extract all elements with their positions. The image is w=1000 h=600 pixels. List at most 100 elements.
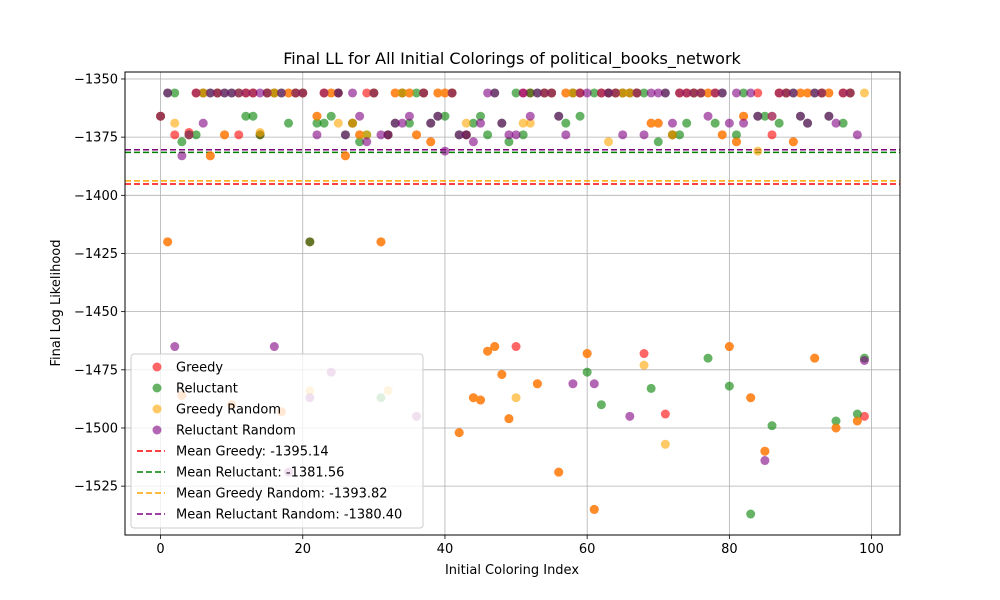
data-point <box>340 151 350 161</box>
data-point <box>177 151 187 161</box>
data-point <box>682 118 692 128</box>
data-point <box>639 130 649 140</box>
data-point <box>753 88 763 98</box>
data-point <box>646 88 656 98</box>
x-tick-label: 20 <box>294 542 311 557</box>
data-point <box>483 88 493 98</box>
plot-frame <box>124 71 901 536</box>
y-tick-label: −1375 <box>74 131 118 146</box>
data-point <box>859 356 869 366</box>
data-point <box>440 88 450 98</box>
data-point <box>412 88 422 98</box>
data-point <box>675 88 685 98</box>
data-point <box>504 130 514 140</box>
data-point <box>369 88 379 98</box>
data-point <box>653 137 663 147</box>
data-point <box>511 130 521 140</box>
data-point <box>461 118 471 128</box>
data-point <box>717 88 727 98</box>
data-point <box>518 88 528 98</box>
data-point <box>319 88 329 98</box>
data-point <box>724 118 734 128</box>
data-point <box>795 111 805 121</box>
data-point <box>632 88 642 98</box>
data-point <box>397 88 407 98</box>
x-tick-label: 100 <box>859 542 884 557</box>
y-tick-label: −1525 <box>74 480 118 495</box>
data-point <box>561 118 571 128</box>
y-tick-label: −1450 <box>74 305 118 320</box>
legend-marker <box>152 362 162 372</box>
data-point <box>348 88 358 98</box>
data-point <box>625 88 635 98</box>
data-point <box>831 423 841 433</box>
y-tick-label: −1500 <box>74 421 118 436</box>
data-point <box>440 146 450 156</box>
data-points <box>156 88 869 519</box>
y-tick-label: −1350 <box>74 72 118 87</box>
y-tick-label: −1475 <box>74 363 118 378</box>
data-point <box>767 130 777 140</box>
data-point <box>191 88 201 98</box>
data-point <box>205 151 215 161</box>
data-point <box>476 395 486 405</box>
data-point <box>255 127 265 137</box>
data-point <box>731 137 741 147</box>
data-point <box>198 118 208 128</box>
data-point <box>227 88 237 98</box>
data-point <box>241 111 251 121</box>
data-point <box>177 137 187 147</box>
data-point <box>184 130 194 140</box>
y-axis-label: Final Log Likelihood <box>49 240 64 367</box>
data-point <box>156 111 166 121</box>
data-point <box>362 137 372 147</box>
legend: Greedy Reluctant Greedy Random Reluctant Ra… <box>130 353 424 529</box>
legend-marker <box>152 425 162 435</box>
data-point <box>561 130 571 140</box>
data-point <box>525 88 535 98</box>
legend-label: Mean Greedy: -1395.14 <box>176 445 329 460</box>
data-point <box>831 416 841 426</box>
data-point <box>525 111 535 121</box>
data-point <box>589 88 599 98</box>
data-point <box>348 118 358 128</box>
data-point <box>803 88 813 98</box>
data-point <box>838 88 848 98</box>
data-point <box>333 118 343 128</box>
data-point <box>340 130 350 140</box>
x-axis-label: Initial Coloring Index <box>445 563 579 578</box>
data-point <box>220 130 230 140</box>
data-point <box>284 118 294 128</box>
data-point <box>575 111 585 121</box>
data-point <box>639 349 649 359</box>
data-point <box>746 393 756 403</box>
legend-label: Reluctant <box>176 382 238 397</box>
data-point <box>404 111 414 121</box>
data-point <box>646 118 656 128</box>
data-point <box>497 369 507 379</box>
data-point <box>454 130 464 140</box>
data-point <box>859 88 869 98</box>
data-point <box>831 118 841 128</box>
data-point <box>746 88 756 98</box>
data-point <box>689 88 699 98</box>
data-point <box>667 130 677 140</box>
data-point <box>696 88 706 98</box>
data-point <box>326 88 336 98</box>
data-point <box>355 137 365 147</box>
data-point <box>326 111 336 121</box>
data-point <box>625 411 635 421</box>
data-point <box>497 118 507 128</box>
data-point <box>490 88 500 98</box>
data-point <box>596 88 606 98</box>
data-point <box>838 118 848 128</box>
data-point <box>760 446 770 456</box>
data-point <box>618 130 628 140</box>
data-point <box>710 118 720 128</box>
data-point <box>468 393 478 403</box>
data-point <box>753 111 763 121</box>
y-tick-label: −1425 <box>74 247 118 262</box>
data-point <box>355 111 365 121</box>
data-point <box>170 342 180 352</box>
data-point <box>483 346 493 356</box>
